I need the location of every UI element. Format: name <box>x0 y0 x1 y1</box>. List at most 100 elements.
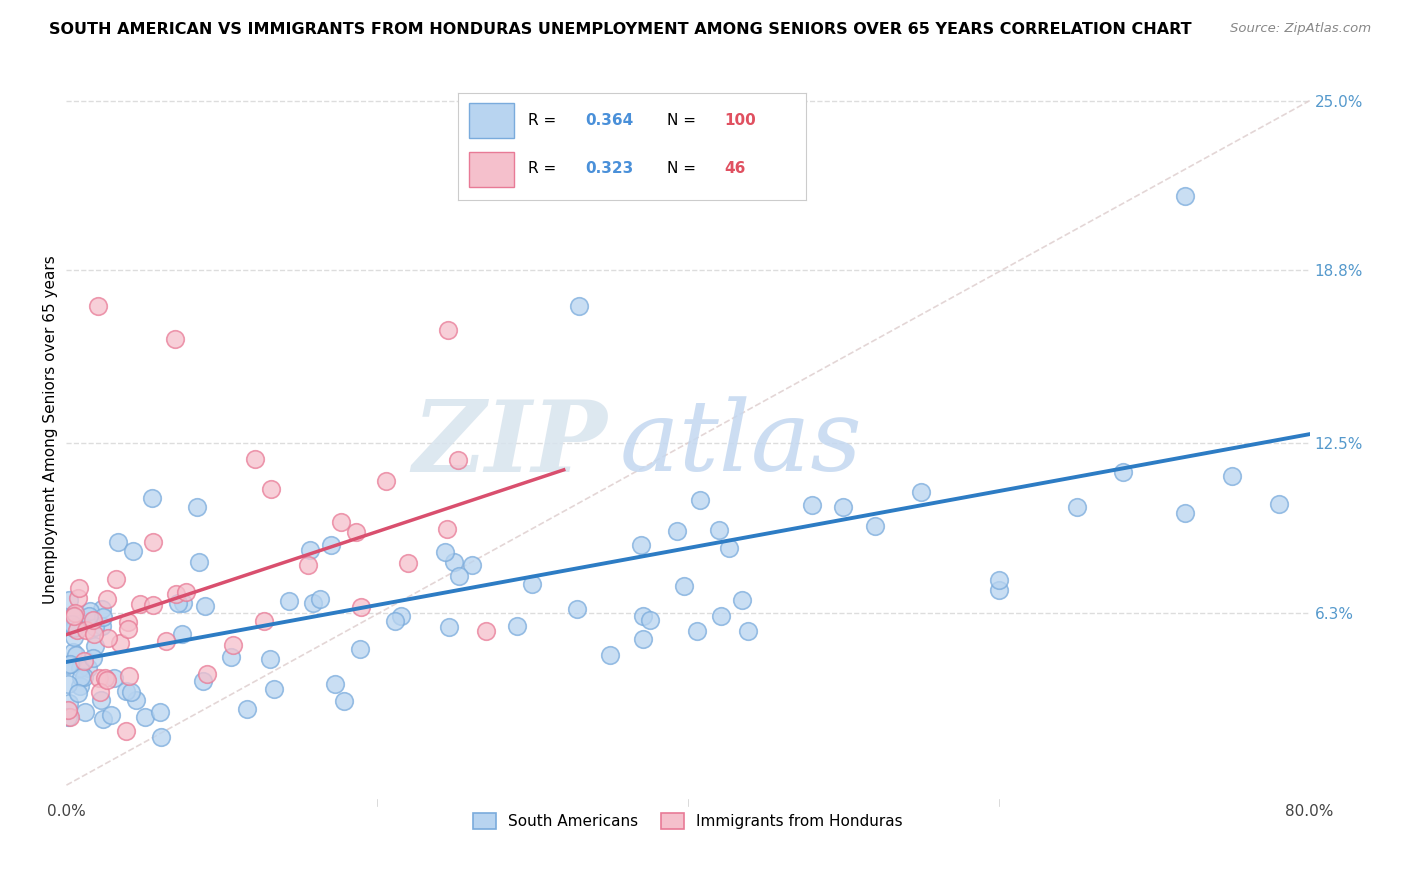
Point <box>195 667 218 681</box>
Point <box>59 709 82 723</box>
Point <box>56 703 79 717</box>
Point <box>149 705 172 719</box>
Point <box>631 632 654 647</box>
Point <box>90 601 112 615</box>
Point <box>69 679 91 693</box>
Point <box>434 545 457 559</box>
Point <box>56 710 79 724</box>
Point <box>118 669 141 683</box>
Point <box>96 591 118 606</box>
Point <box>94 671 117 685</box>
Text: Source: ZipAtlas.com: Source: ZipAtlas.com <box>1230 22 1371 36</box>
Point <box>384 614 406 628</box>
Point <box>91 619 114 633</box>
Point <box>633 609 655 624</box>
Y-axis label: Unemployment Among Seniors over 65 years: Unemployment Among Seniors over 65 years <box>44 255 58 604</box>
Point <box>302 596 325 610</box>
Point <box>107 534 129 549</box>
Point <box>115 684 138 698</box>
Point <box>389 609 412 624</box>
Point <box>75 623 97 637</box>
Point <box>108 635 131 649</box>
Point <box>82 613 104 627</box>
Point <box>565 601 588 615</box>
Point <box>323 677 346 691</box>
Point <box>65 648 87 663</box>
Point <box>58 593 80 607</box>
Point <box>299 542 322 557</box>
Point <box>686 624 709 638</box>
Point <box>129 597 152 611</box>
Point <box>56 676 79 690</box>
Point <box>165 332 187 346</box>
Point <box>710 608 733 623</box>
Point <box>79 603 101 617</box>
Point <box>260 482 283 496</box>
Point <box>801 498 824 512</box>
Point <box>672 579 695 593</box>
Point <box>141 535 163 549</box>
Point <box>83 640 105 654</box>
Point <box>194 599 217 613</box>
Point <box>58 657 80 672</box>
Point <box>134 710 156 724</box>
Point <box>83 627 105 641</box>
Point <box>63 607 86 621</box>
Point <box>309 591 332 606</box>
Point <box>707 523 730 537</box>
Point <box>58 696 80 710</box>
Point <box>155 633 177 648</box>
Point <box>568 299 591 313</box>
Point <box>321 538 343 552</box>
Point <box>63 608 86 623</box>
Point <box>278 594 301 608</box>
Point <box>297 558 319 572</box>
Point <box>221 650 243 665</box>
Point <box>91 610 114 624</box>
Point <box>447 453 470 467</box>
Text: atlas: atlas <box>620 396 862 491</box>
Point <box>349 642 371 657</box>
Point <box>125 693 148 707</box>
Point <box>437 620 460 634</box>
Point <box>105 572 128 586</box>
Point <box>1112 465 1135 479</box>
Point <box>97 631 120 645</box>
Point <box>437 323 460 337</box>
Point <box>66 623 89 637</box>
Point <box>987 582 1010 597</box>
Point <box>117 622 139 636</box>
Point <box>87 671 110 685</box>
Point <box>166 596 188 610</box>
Point <box>191 674 214 689</box>
Point <box>436 522 458 536</box>
Point <box>150 730 173 744</box>
Point <box>63 619 86 633</box>
Point <box>103 671 125 685</box>
Point <box>120 685 142 699</box>
Point <box>67 686 90 700</box>
Point <box>73 654 96 668</box>
Point <box>243 452 266 467</box>
Point <box>172 596 194 610</box>
Point <box>718 541 741 555</box>
Point <box>187 555 209 569</box>
Point <box>630 538 652 552</box>
Point <box>506 619 529 633</box>
Point <box>69 616 91 631</box>
Point <box>259 652 281 666</box>
Point <box>142 599 165 613</box>
Point <box>122 544 145 558</box>
Point <box>987 573 1010 587</box>
Point <box>115 723 138 738</box>
Point <box>350 600 373 615</box>
Point <box>141 491 163 506</box>
Point <box>1174 189 1197 203</box>
Point <box>77 661 100 675</box>
Point <box>67 581 90 595</box>
Point <box>170 627 193 641</box>
Point <box>522 577 544 591</box>
Point <box>186 500 208 515</box>
Point <box>62 621 84 635</box>
Point <box>222 638 245 652</box>
